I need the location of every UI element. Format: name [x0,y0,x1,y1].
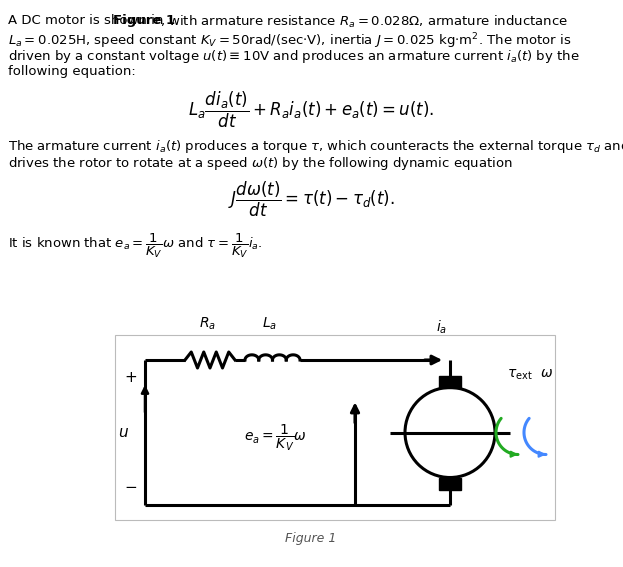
Bar [439,477,461,489]
Text: drives the rotor to rotate at a speed $\omega(t)$ by the following dynamic equat: drives the rotor to rotate at a speed $\… [8,155,513,172]
Bar [115,335,555,520]
Text: $i_a$: $i_a$ [436,319,447,336]
Text: Figure 1: Figure 1 [113,14,175,27]
Text: $L_a$: $L_a$ [262,316,277,332]
Text: $L_a\dfrac{di_a(t)}{dt} + R_a i_a(t) + e_a(t) = u(t).$: $L_a\dfrac{di_a(t)}{dt} + R_a i_a(t) + e… [188,90,434,130]
Text: It is known that $e_a = \dfrac{1}{K_V}\omega$ and $\tau = \dfrac{1}{K_V}i_a$.: It is known that $e_a = \dfrac{1}{K_V}\o… [8,232,262,260]
Text: $L_a = 0.025$H, speed constant $K_V = 50$rad/(sec$\cdot$V), inertia $J = 0.025$ : $L_a = 0.025$H, speed constant $K_V = 50… [8,31,571,50]
Text: $-$: $-$ [125,477,138,493]
Text: $J\dfrac{d\omega(t)}{dt} = \tau(t) - \tau_d(t).$: $J\dfrac{d\omega(t)}{dt} = \tau(t) - \ta… [227,180,394,219]
Text: $R_a$: $R_a$ [199,316,216,332]
Bar [439,375,461,387]
Text: A DC motor is shown in: A DC motor is shown in [8,14,168,27]
Text: , with armature resistance $R_a = 0.028\Omega$, armature inductance: , with armature resistance $R_a = 0.028\… [160,14,568,30]
Text: driven by a constant voltage $u(t) \equiv 10$V and produces an armature current : driven by a constant voltage $u(t) \equi… [8,48,579,65]
Text: following equation:: following equation: [8,65,136,78]
Text: $u$: $u$ [118,425,128,440]
Text: $\tau_{\rm ext}\ \ \omega$: $\tau_{\rm ext}\ \ \omega$ [507,368,553,383]
Text: The armature current $i_a(t)$ produces a torque $\tau$, which counteracts the ex: The armature current $i_a(t)$ produces a… [8,138,623,155]
Text: $+$: $+$ [125,370,138,386]
Text: $e_a = \dfrac{1}{K_V}\omega$: $e_a = \dfrac{1}{K_V}\omega$ [244,422,307,453]
Text: Figure 1: Figure 1 [285,532,336,545]
